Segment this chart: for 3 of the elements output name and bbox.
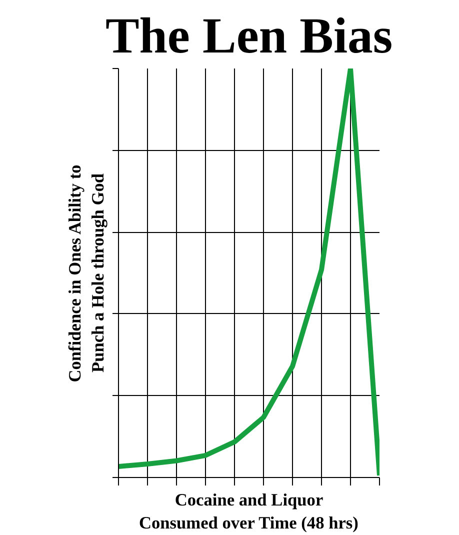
x-axis-title: Cocaine and Liquor Consumed over Time (48 hrs): [138, 490, 359, 532]
chart-title: The Len Bias: [105, 8, 393, 64]
y-axis-title: Confidence in Ones Ability to Punch a Hole through God: [66, 164, 108, 382]
